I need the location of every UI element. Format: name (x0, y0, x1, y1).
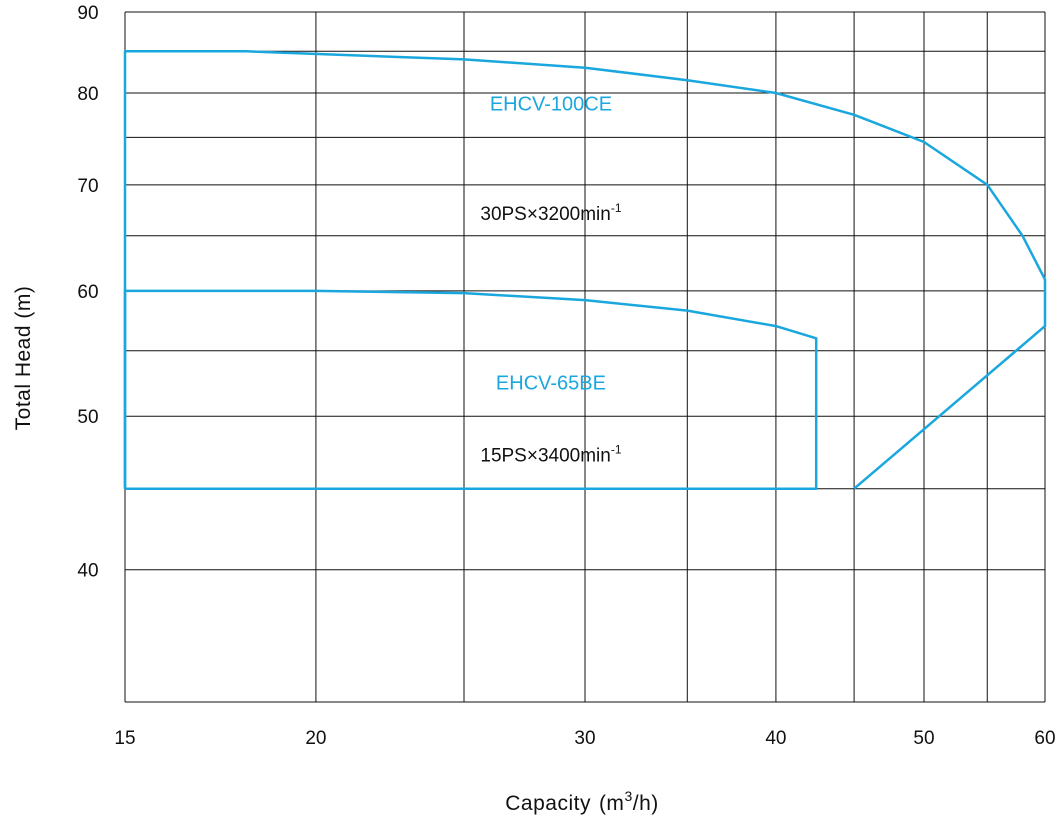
y-tick-label: 80 (77, 84, 98, 105)
x-tick-label: 15 (114, 728, 135, 749)
y-tick-label: 60 (77, 282, 98, 303)
series-spec-label: 15PS×3400min-1 (480, 443, 621, 467)
axis-ticks: 15 20 30 40 50 60 40 50 60 70 80 90 (77, 3, 1055, 749)
y-axis-title: Total Head (m) (12, 286, 35, 431)
grid (124, 11, 1046, 703)
x-axis-unit-superscript: 3 (624, 788, 632, 804)
y-tick-label: 50 (77, 407, 98, 428)
series-curve (123, 289, 818, 490)
spec-superscript: -1 (611, 201, 622, 215)
x-tick-label: 30 (574, 728, 595, 749)
x-tick-label: 20 (305, 728, 326, 749)
series-spec-label: 30PS×3200min-1 (480, 201, 621, 225)
series-curve (123, 50, 1047, 490)
spec-superscript: -1 (611, 443, 622, 457)
x-axis-title: Capacity (m3/h) (505, 788, 659, 815)
x-tick-label: 40 (765, 728, 786, 749)
x-tick-label: 50 (913, 728, 934, 749)
series-model-label: EHCV-100CE (490, 93, 612, 115)
series-labels: EHCV-100CE 30PS×3200min-1 EHCV-65BE 15PS×34… (480, 93, 621, 466)
series-model-label: EHCV-65BE (496, 372, 606, 394)
y-tick-label: 90 (77, 3, 98, 24)
performance-curves (123, 50, 1047, 490)
x-tick-label: 60 (1034, 728, 1055, 749)
y-tick-label: 40 (77, 561, 98, 582)
y-tick-label: 70 (77, 176, 98, 197)
